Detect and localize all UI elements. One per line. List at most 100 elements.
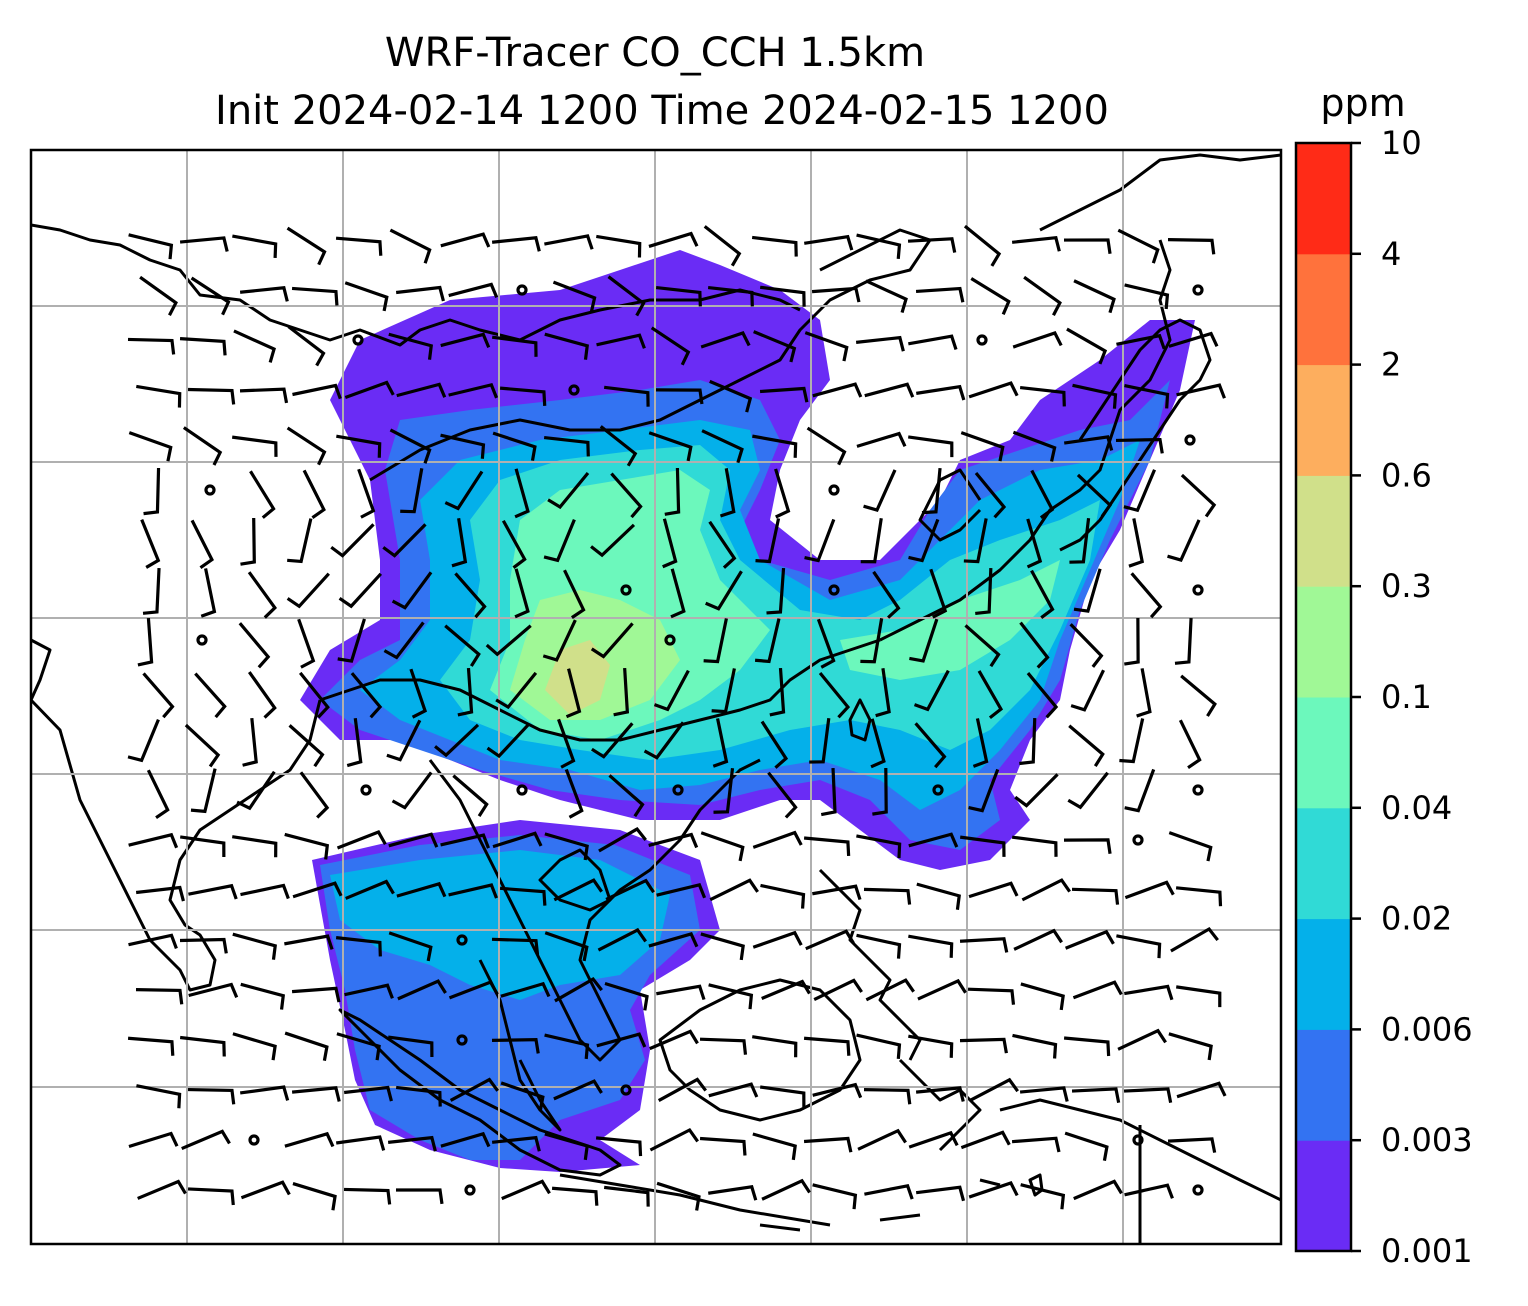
title-line-2: Init 2024-02-14 1200 Time 2024-02-15 120… bbox=[215, 88, 1109, 134]
wind-barb bbox=[554, 976, 603, 1003]
wind-barb bbox=[139, 275, 178, 316]
wind-barb bbox=[495, 671, 538, 710]
wind-barb bbox=[908, 1034, 954, 1058]
wind-barb bbox=[454, 572, 487, 619]
coastline-korea bbox=[918, 468, 982, 542]
wind-barb bbox=[915, 1086, 965, 1102]
wind-barb bbox=[544, 1132, 589, 1161]
wind-barb bbox=[1168, 831, 1213, 862]
colorbar-tick-label: 10 bbox=[1381, 124, 1422, 162]
wind-barb bbox=[711, 668, 736, 714]
wind-barb bbox=[856, 233, 902, 260]
wind-barb bbox=[330, 523, 375, 558]
wind-barb bbox=[908, 832, 959, 848]
wind-barb bbox=[292, 1182, 337, 1211]
calm-wind-marker bbox=[1192, 784, 1204, 796]
wind-barb bbox=[970, 277, 1011, 315]
wind-barb bbox=[1175, 985, 1222, 1008]
calm-wind-marker bbox=[360, 784, 372, 796]
wind-barb bbox=[972, 718, 989, 768]
wind-barb bbox=[553, 878, 603, 902]
wind-barb bbox=[1124, 1183, 1174, 1199]
wind-barb bbox=[239, 387, 289, 404]
wind-barb bbox=[1123, 1087, 1173, 1103]
wind-barb bbox=[1070, 669, 1105, 712]
wind-barb bbox=[451, 518, 468, 568]
wind-barb bbox=[188, 883, 238, 900]
colorbar-tick-label: 0.001 bbox=[1381, 1232, 1473, 1270]
wind-barb bbox=[449, 1077, 499, 1102]
wind-barb bbox=[1063, 838, 1112, 854]
wind-barb bbox=[700, 831, 745, 862]
wind-barb bbox=[708, 1184, 758, 1201]
wind-barb bbox=[335, 936, 382, 957]
wind-barb bbox=[1066, 327, 1108, 365]
wind-barb bbox=[551, 1186, 599, 1206]
wind-barb bbox=[804, 331, 849, 362]
wind-barb bbox=[806, 426, 847, 466]
wind-barb bbox=[700, 932, 745, 961]
wind-barb bbox=[448, 883, 498, 899]
wind-barb bbox=[128, 1131, 179, 1149]
colorbar-tick-label: 2 bbox=[1381, 346, 1401, 384]
wind-barb bbox=[179, 337, 227, 356]
wind-barb bbox=[648, 431, 693, 462]
wind-barb bbox=[1011, 835, 1058, 857]
wind-barb bbox=[1175, 886, 1223, 907]
wind-barb bbox=[655, 285, 702, 307]
calm-wind-marker bbox=[672, 784, 684, 796]
wind-barb bbox=[491, 335, 538, 357]
wind-barb bbox=[240, 1180, 291, 1200]
wind-barb bbox=[286, 226, 327, 266]
wind-barb bbox=[1115, 437, 1164, 454]
wind-barb bbox=[236, 770, 276, 811]
calm-wind-marker bbox=[1192, 584, 1204, 596]
wind-barb bbox=[590, 622, 634, 659]
wind-barb bbox=[284, 934, 334, 950]
wind-barb bbox=[872, 767, 888, 816]
wind-barb bbox=[707, 285, 754, 307]
wind-barb bbox=[872, 570, 901, 619]
colorbar-tick-label: 0.6 bbox=[1381, 456, 1432, 494]
coastline-malay-peninsula bbox=[478, 959, 562, 1132]
wind-barb bbox=[598, 826, 647, 853]
wind-barb bbox=[604, 981, 649, 1011]
colorbar-tick-label: 0.006 bbox=[1381, 1010, 1473, 1048]
colorbar-swatch bbox=[1296, 1140, 1351, 1252]
coastline-taiwan bbox=[848, 698, 872, 742]
wind-barb bbox=[1072, 383, 1118, 409]
wind-barb bbox=[752, 930, 803, 949]
wind-barb bbox=[1020, 982, 1065, 1011]
wind-barb bbox=[917, 978, 967, 1001]
wind-barb bbox=[812, 1183, 858, 1210]
wind-barb bbox=[500, 981, 551, 998]
wind-barb bbox=[240, 982, 285, 1010]
wind-barb bbox=[291, 286, 339, 306]
wind-barb bbox=[486, 722, 531, 759]
wind-barb bbox=[856, 834, 902, 859]
wind-barb bbox=[396, 881, 447, 898]
wind-barb bbox=[335, 1135, 386, 1151]
wind-barb bbox=[703, 618, 728, 664]
wind-barb bbox=[809, 717, 831, 764]
wind-barb bbox=[977, 670, 1004, 719]
wind-barb bbox=[915, 1185, 966, 1202]
wind-barb bbox=[607, 275, 646, 317]
title-line-1: WRF-Tracer CO_CCH 1.5km bbox=[385, 30, 925, 76]
wind-barb bbox=[386, 719, 422, 762]
wind-barb bbox=[699, 1037, 748, 1055]
wind-barb bbox=[1030, 469, 1055, 519]
wind-barb bbox=[284, 832, 330, 860]
wind-barb bbox=[565, 668, 582, 719]
wind-barb bbox=[1119, 718, 1145, 764]
colorbar-swatches bbox=[1296, 143, 1351, 1252]
wind-barb bbox=[1130, 572, 1163, 619]
wind-barb bbox=[754, 618, 781, 664]
wind-barb bbox=[1068, 724, 1105, 767]
wind-barb bbox=[128, 832, 179, 849]
colorbar-swatch bbox=[1296, 807, 1351, 920]
wind-barb bbox=[908, 334, 958, 351]
wind-barb bbox=[964, 624, 1001, 668]
wind-barb bbox=[1124, 283, 1170, 310]
wind-barb bbox=[291, 1086, 341, 1102]
